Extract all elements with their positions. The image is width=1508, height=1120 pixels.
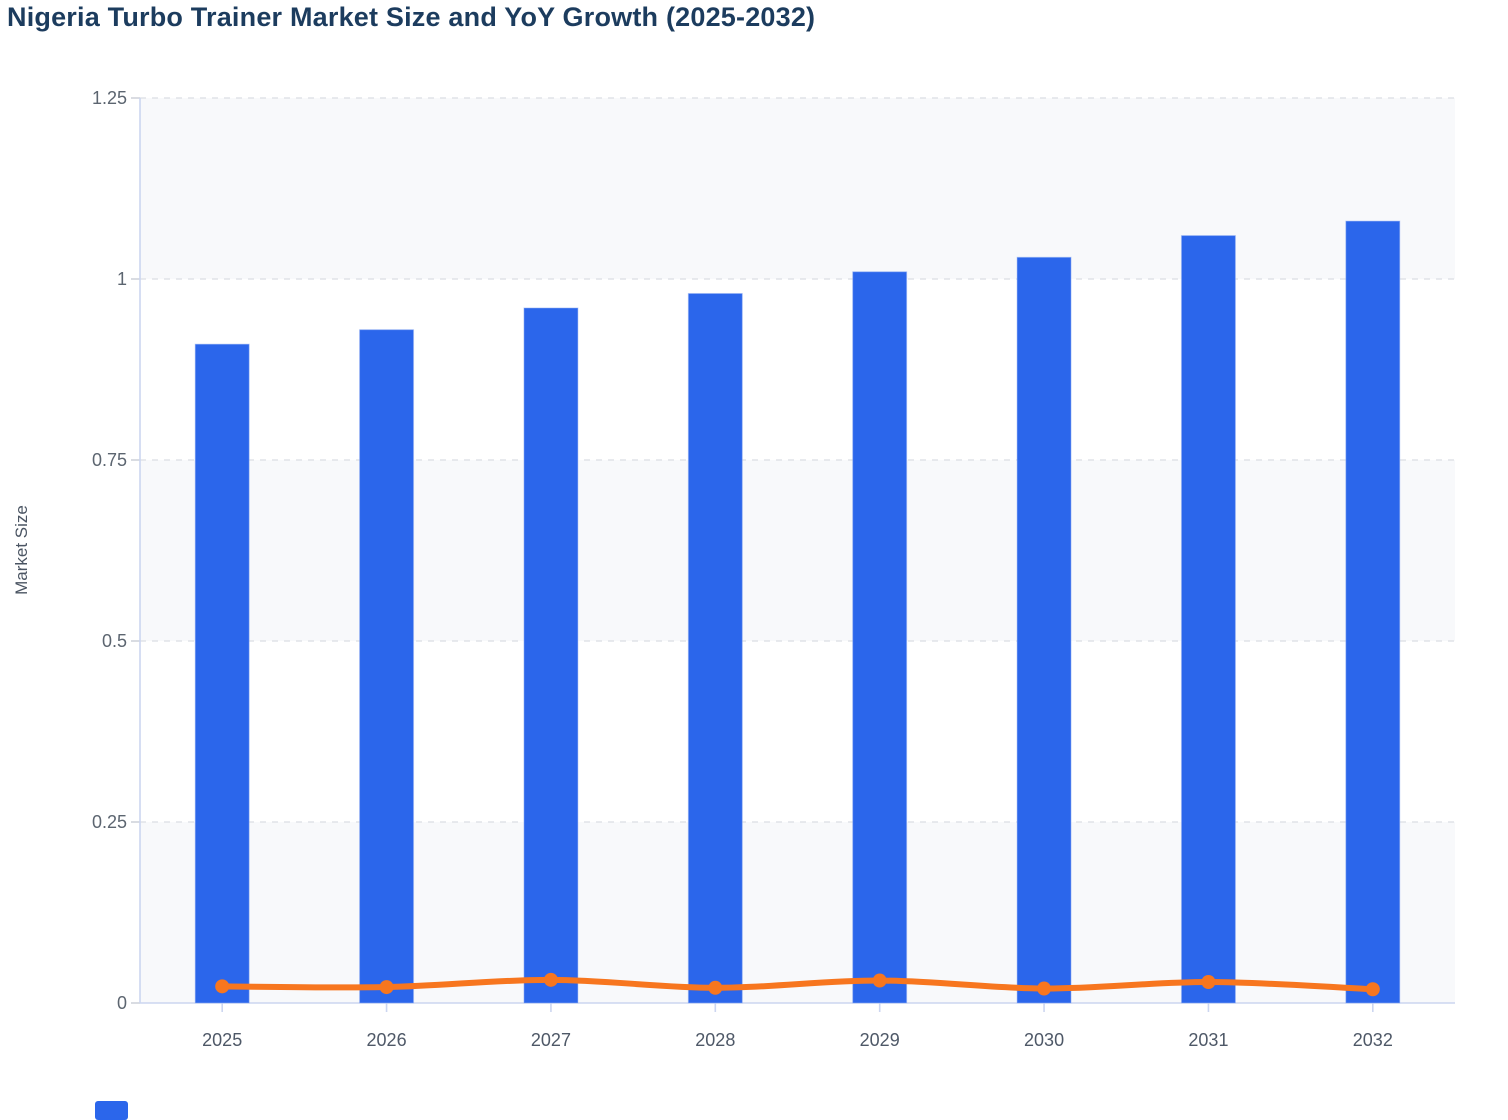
x-tick-label-2026: 2026 [367, 1030, 407, 1050]
y-tick-label: 1 [117, 269, 127, 289]
x-tick-label-2028: 2028 [695, 1030, 735, 1050]
line-point-2029[interactable] [872, 973, 887, 988]
plot-band [140, 98, 1455, 279]
y-tick-label: 0.25 [92, 812, 127, 832]
bar-2032[interactable] [1345, 220, 1401, 1004]
y-tick-label: 0 [117, 993, 127, 1013]
x-tick-label-2031: 2031 [1188, 1030, 1228, 1050]
x-tick-label-2029: 2029 [860, 1030, 900, 1050]
x-tick-label-2032: 2032 [1353, 1030, 1393, 1050]
bar-2027[interactable] [523, 307, 579, 1004]
x-tick-label-2027: 2027 [531, 1030, 571, 1050]
bar-2025[interactable] [194, 343, 250, 1004]
bar-2028[interactable] [687, 292, 743, 1004]
x-tick-label-2030: 2030 [1024, 1030, 1064, 1050]
line-point-2028[interactable] [708, 980, 723, 995]
bar-2029[interactable] [852, 271, 908, 1004]
line-point-2027[interactable] [543, 972, 558, 987]
yoy-growth-line[interactable] [219, 976, 1376, 993]
line-point-2032[interactable] [1365, 982, 1380, 997]
line-point-2031[interactable] [1201, 975, 1216, 990]
bar-2026[interactable] [359, 329, 415, 1004]
x-tick-label-2025: 2025 [202, 1030, 242, 1050]
plot-band [140, 641, 1455, 822]
y-tick-label: 0.75 [92, 450, 127, 470]
line-point-2026[interactable] [379, 980, 394, 995]
line-point-2030[interactable] [1037, 981, 1052, 996]
plot-band [140, 460, 1455, 641]
chart-title: Nigeria Turbo Trainer Market Size and Yo… [7, 2, 816, 32]
bar-2030[interactable] [1016, 256, 1072, 1004]
y-tick-label: 1.25 [92, 88, 127, 108]
y-tick-label: 0.5 [102, 631, 127, 651]
bar-2031[interactable] [1180, 235, 1236, 1004]
legend-swatch-market-size[interactable] [95, 1101, 128, 1120]
plot-band [140, 822, 1455, 1003]
plot-band [140, 279, 1455, 460]
line-point-2025[interactable] [215, 979, 230, 994]
